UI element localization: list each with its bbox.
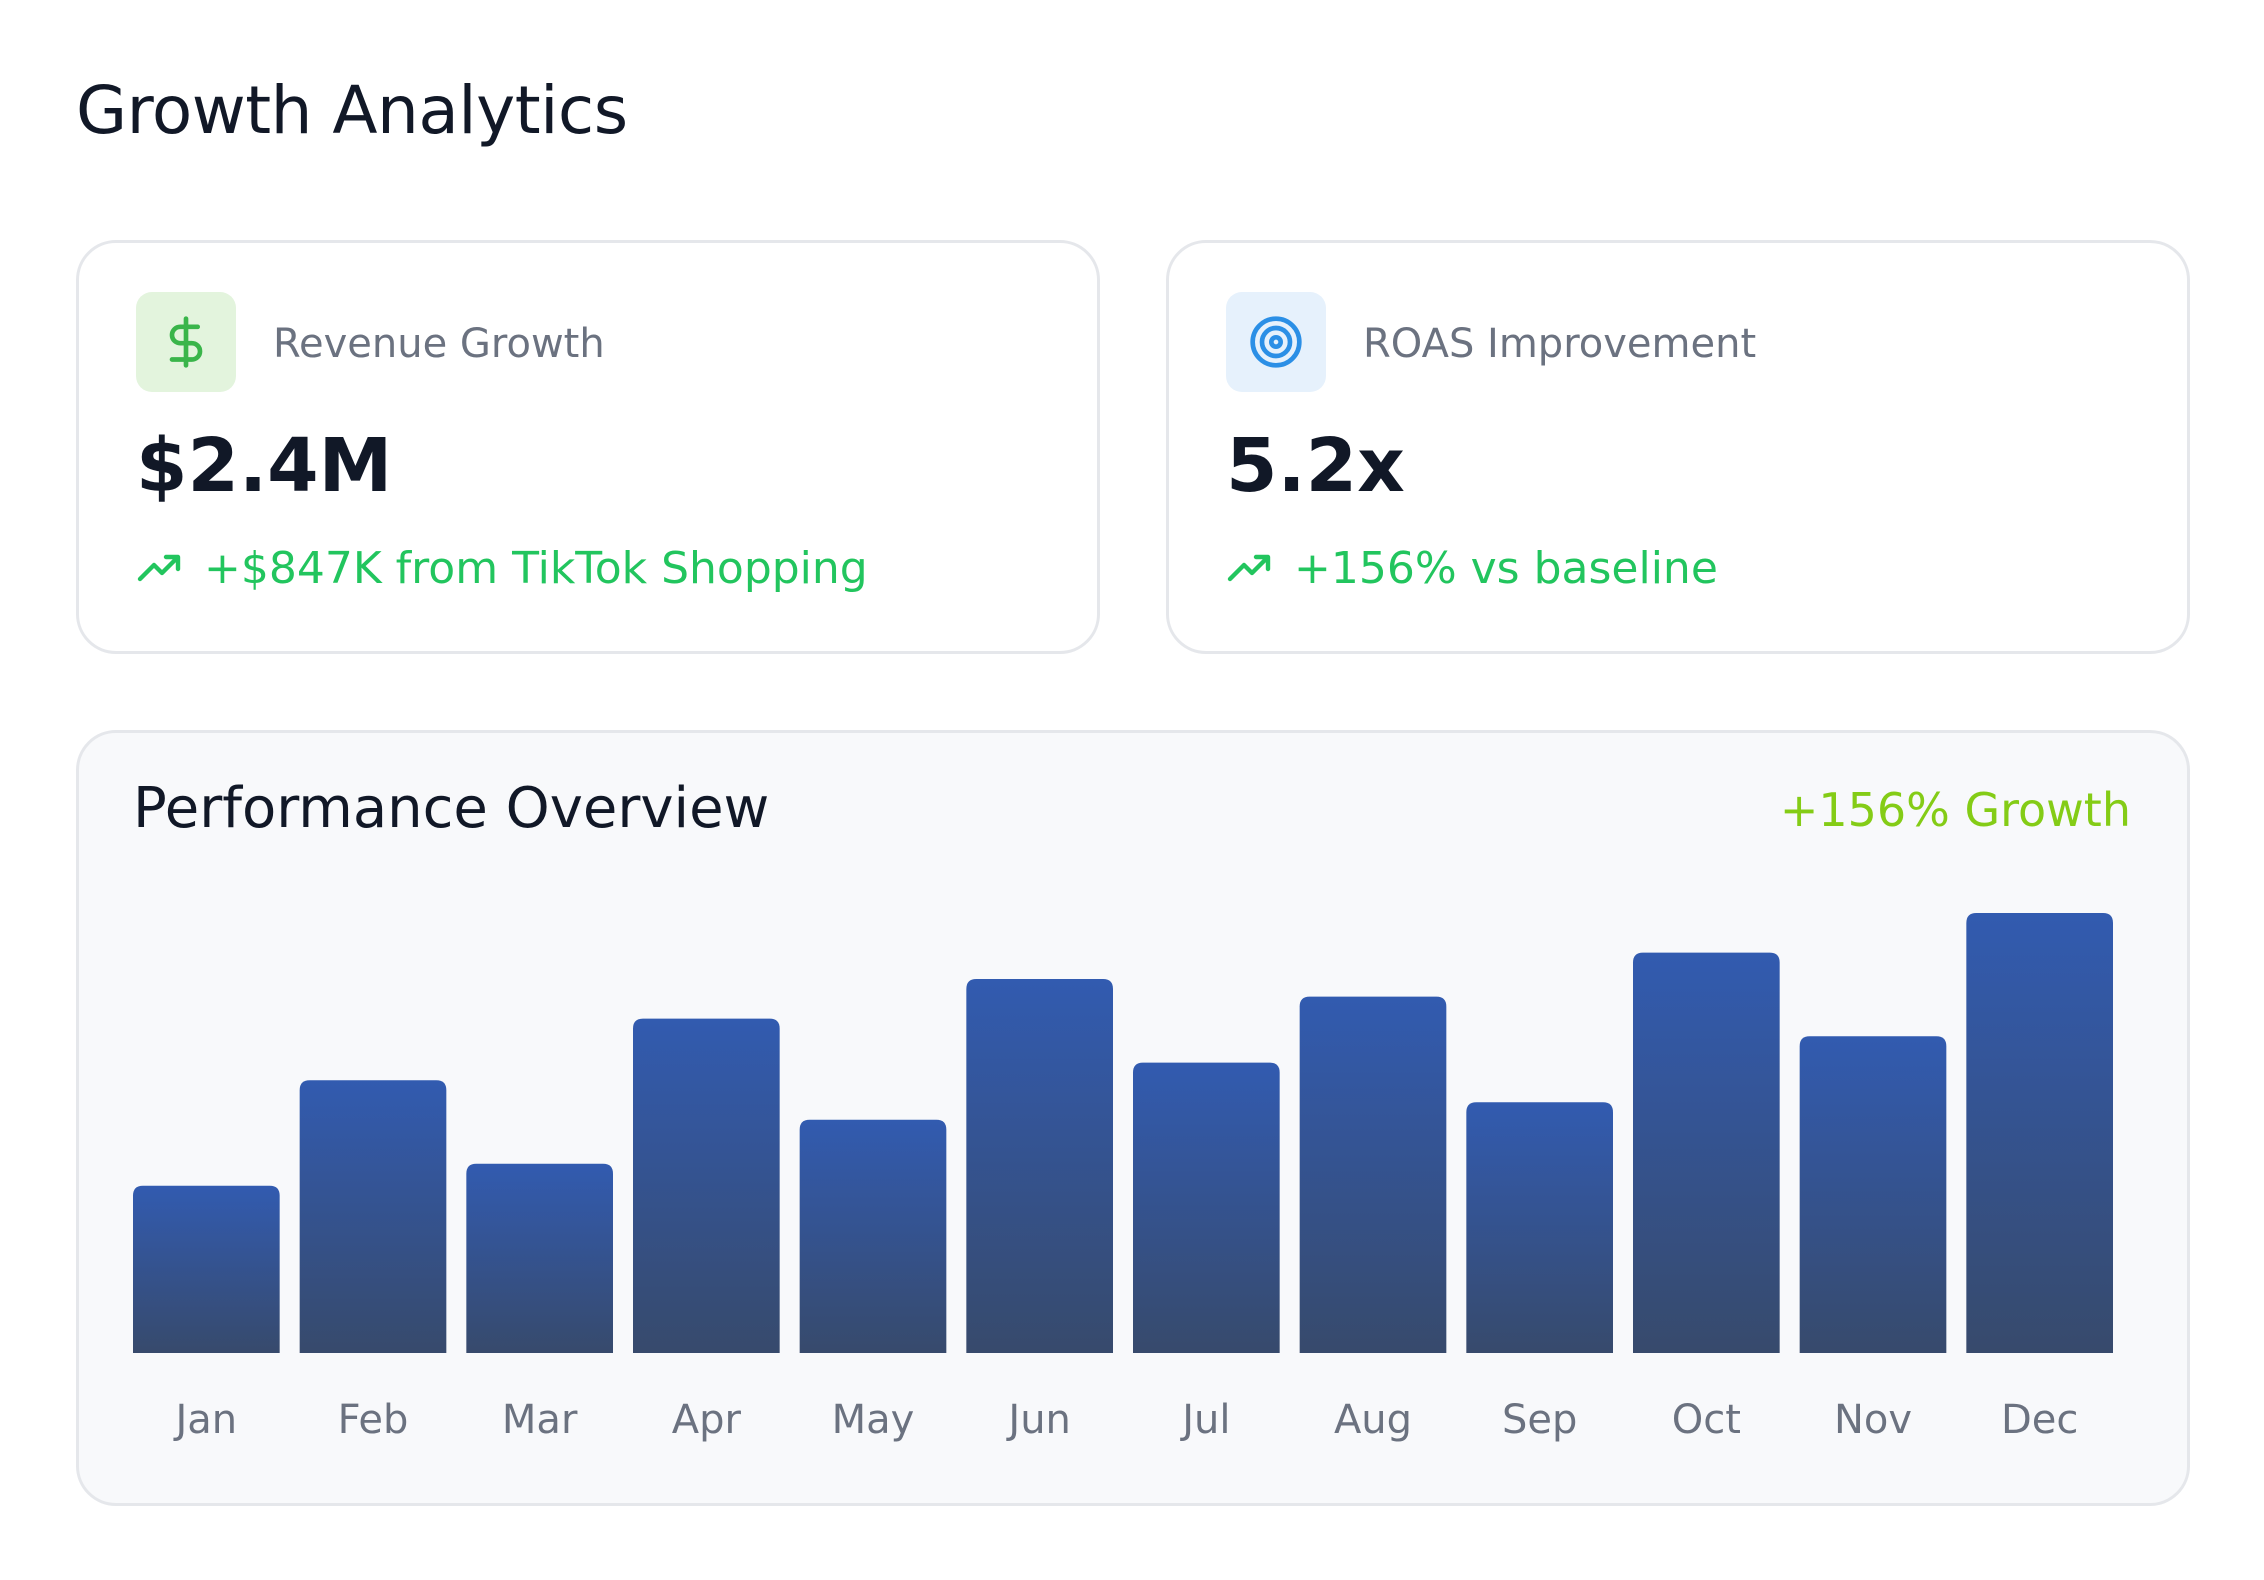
x-tick-label-apr: Apr [672, 1397, 742, 1443]
roas-improvement-card: ROAS Improvement 5.2x +156% vs baseline [1166, 240, 2190, 654]
roas-improvement-delta: +156% vs baseline [1226, 543, 1718, 594]
bar-apr [633, 1018, 780, 1353]
dollar-icon [169, 316, 203, 368]
bar-may [799, 1119, 947, 1353]
revenue-growth-value: $2.4M [136, 423, 393, 509]
bar-mar [466, 1163, 613, 1353]
x-tick-label-may: May [832, 1397, 915, 1443]
roas-improvement-delta-text: +156% vs baseline [1294, 543, 1718, 594]
trending-up-icon [1227, 554, 1271, 581]
chart-title: Performance Overview [133, 776, 770, 841]
bar-nov [1799, 1036, 1947, 1353]
x-tick-label-dec: Dec [2001, 1397, 2078, 1443]
x-tick-label-aug: Aug [1334, 1397, 1412, 1443]
x-tick-label-sep: Sep [1502, 1397, 1577, 1443]
bars-group [133, 913, 2113, 1353]
performance-overview-panel: Performance Overview +156% Growth Jan Feb… [76, 730, 2190, 1506]
x-tick-label-feb: Feb [338, 1397, 409, 1443]
page-title: Growth Analytics [76, 72, 628, 149]
growth-badge: +156% Growth [1779, 783, 2131, 837]
bar-aug [1299, 996, 1447, 1353]
x-axis-labels: Jan Feb Mar Apr May Jun Jul Aug Sep Oct Nov Dec [172, 1397, 2078, 1443]
x-tick-label-oct: Oct [1672, 1397, 1741, 1443]
revenue-icon-container [136, 292, 236, 392]
bar-dec [1966, 913, 2113, 1353]
bar-sep [1466, 1102, 1613, 1353]
revenue-growth-delta: +$847K from TikTok Shopping [136, 543, 868, 594]
roas-icon-container [1226, 292, 1326, 392]
bar-oct [1633, 952, 1780, 1353]
bar-jan [133, 1185, 280, 1353]
x-tick-label-mar: Mar [502, 1397, 578, 1443]
bar-feb [299, 1080, 447, 1353]
x-tick-label-nov: Nov [1834, 1397, 1912, 1443]
revenue-growth-label: Revenue Growth [273, 321, 605, 367]
x-tick-label-jun: Jun [1005, 1397, 1071, 1443]
bar-chart: Jan Feb Mar Apr May Jun Jul Aug Sep Oct Nov Dec [133, 913, 2113, 1443]
bar-jun [966, 979, 1113, 1353]
roas-improvement-value: 5.2x [1226, 423, 1405, 509]
trending-up-icon [137, 554, 181, 581]
roas-improvement-label: ROAS Improvement [1363, 321, 1757, 367]
target-icon [1250, 316, 1302, 368]
x-tick-label-jan: Jan [172, 1397, 237, 1443]
x-tick-label-jul: Jul [1179, 1397, 1230, 1443]
revenue-growth-delta-text: +$847K from TikTok Shopping [204, 543, 868, 594]
revenue-growth-card: Revenue Growth $2.4M +$847K from TikTok … [76, 240, 1100, 654]
bar-jul [1133, 1062, 1280, 1353]
